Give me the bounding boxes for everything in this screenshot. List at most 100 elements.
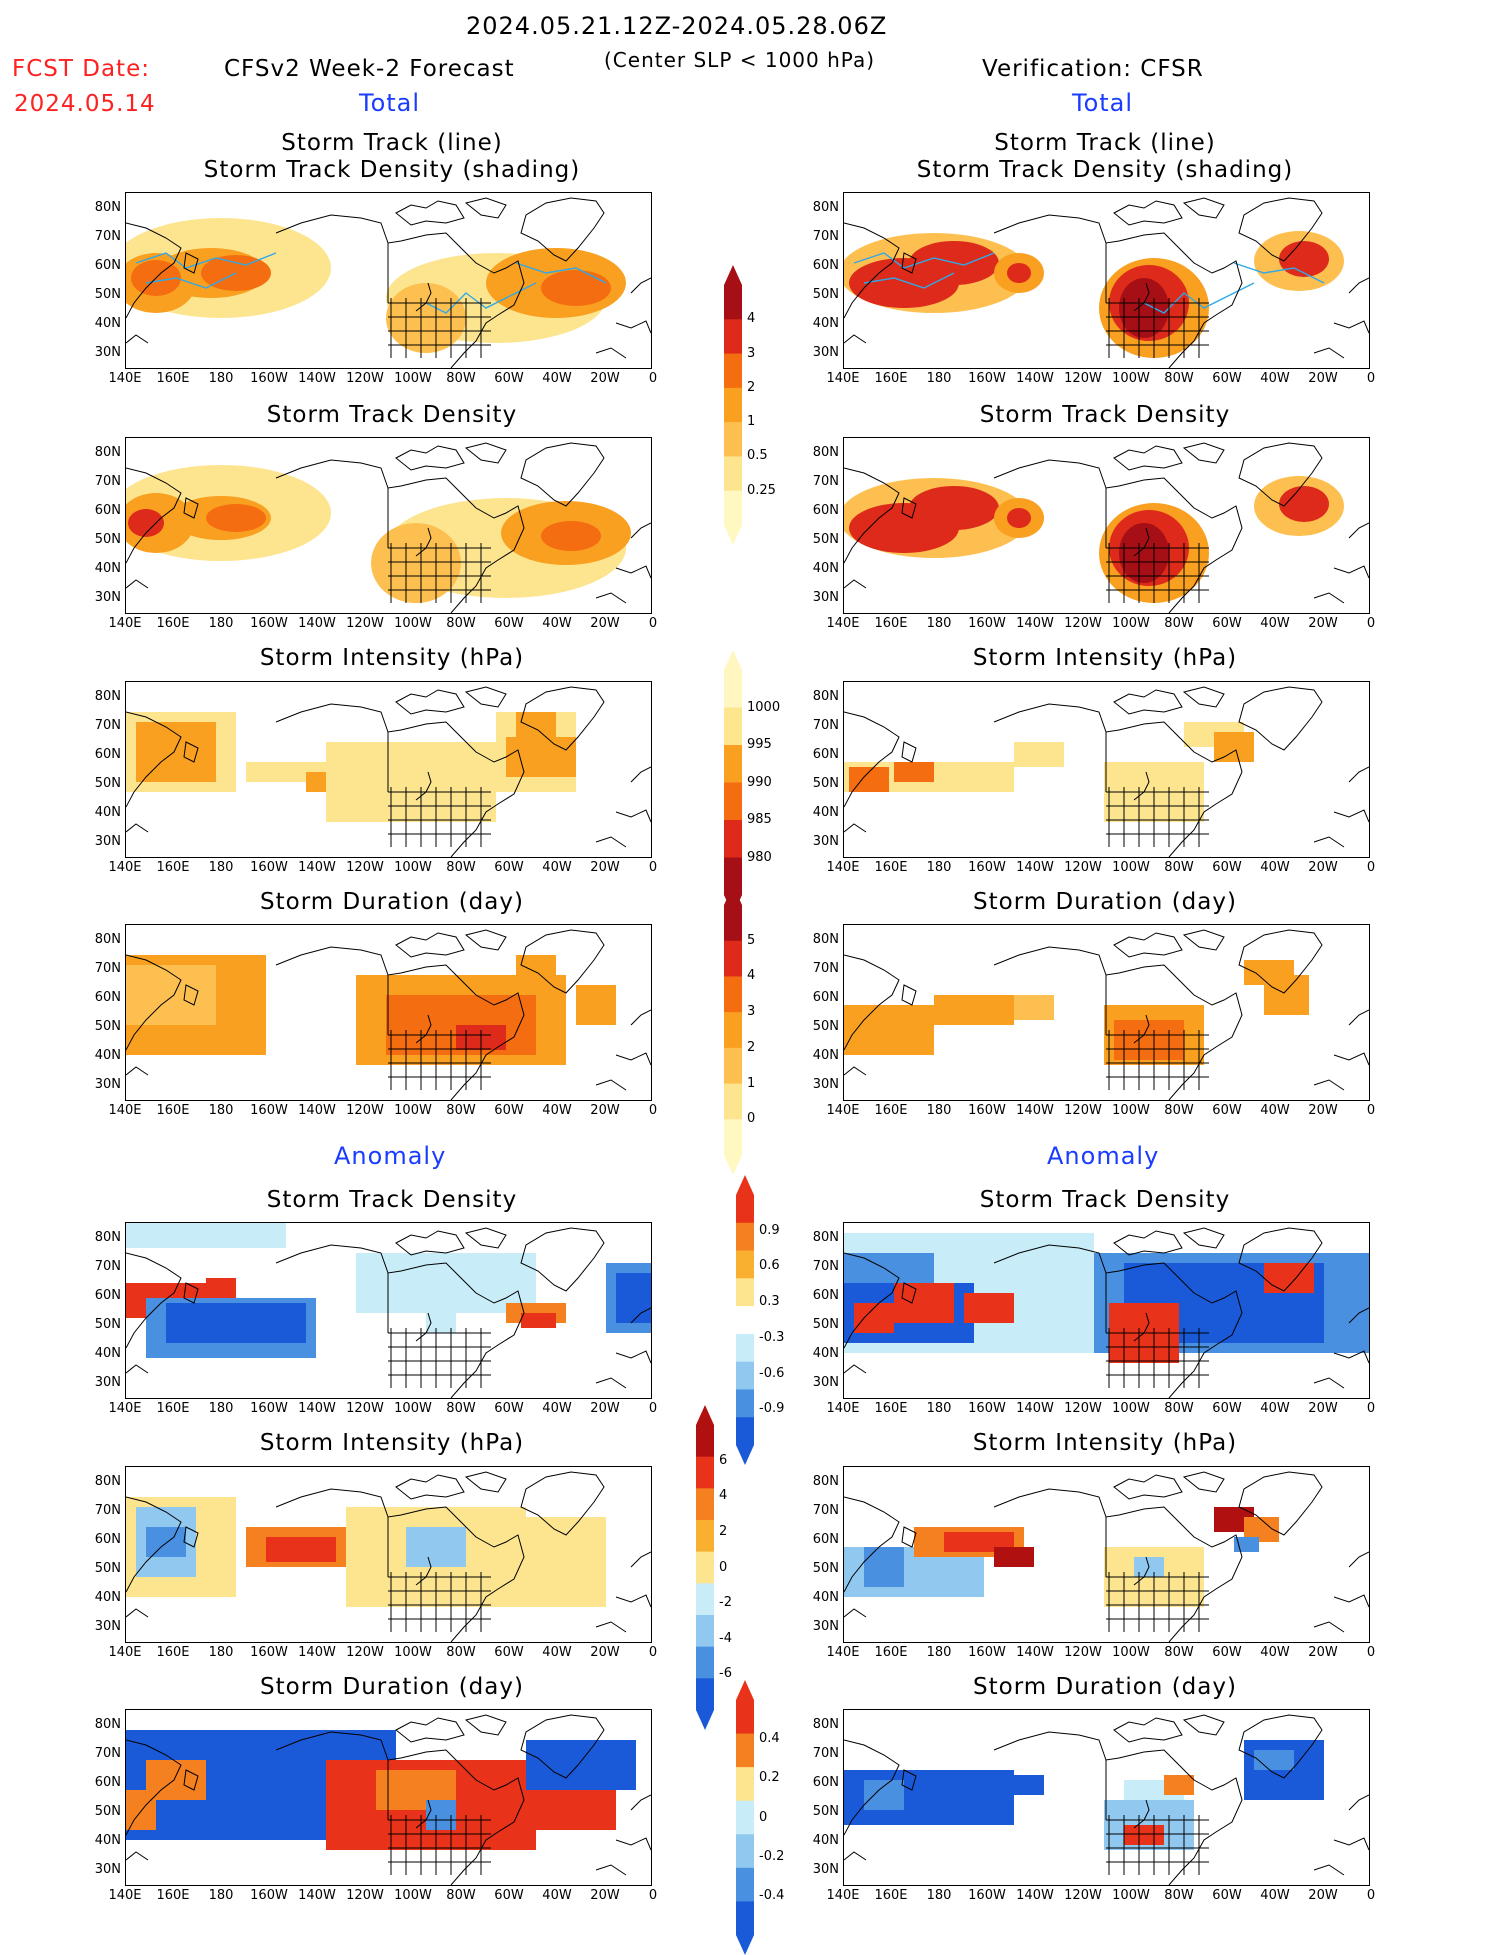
lon-tick-label: 100W xyxy=(1112,616,1150,631)
coastline xyxy=(126,1739,182,1836)
lon-tick-label: 20W xyxy=(1308,371,1338,386)
colorbar-label: 1 xyxy=(747,1075,756,1091)
coastline xyxy=(1182,1471,1225,1493)
storm-track-line xyxy=(1233,262,1325,284)
coastline xyxy=(183,252,199,274)
lon-tick-label: 100W xyxy=(1112,860,1150,875)
field-cell xyxy=(1214,732,1254,762)
map-canvas xyxy=(126,442,651,613)
lat-tick-label: 80N xyxy=(812,445,839,460)
lon-tick-label: 140W xyxy=(1016,616,1054,631)
lon-tick-label: 120W xyxy=(1064,1103,1102,1118)
storm-map-panel xyxy=(843,924,1370,1101)
lon-tick-label: 20W xyxy=(590,1103,620,1118)
lon-tick-label: 60W xyxy=(1212,371,1242,386)
coastline xyxy=(275,1488,525,1642)
lon-tick-label: 160W xyxy=(250,371,288,386)
lon-tick-label: 120W xyxy=(346,616,384,631)
lat-tick-label: 70N xyxy=(812,718,839,733)
coastline xyxy=(844,334,867,344)
total-label-left: Total xyxy=(359,89,421,117)
coastline xyxy=(595,836,627,848)
coastline xyxy=(1313,1621,1345,1633)
lon-tick-label: 140E xyxy=(108,371,142,386)
coastline xyxy=(183,741,199,763)
lat-tick-label: 70N xyxy=(94,474,121,489)
lat-tick-label: 70N xyxy=(812,1746,839,1761)
storm-map-panel xyxy=(125,1466,652,1643)
map-canvas xyxy=(126,197,651,368)
coastline xyxy=(901,1526,917,1548)
fcst-date-label: FCST Date: xyxy=(12,56,150,82)
map-canvas xyxy=(844,929,1369,1100)
field-cell xyxy=(1114,1020,1184,1060)
lat-tick-label: 30N xyxy=(94,1619,121,1634)
lon-tick-label: 140E xyxy=(826,1888,860,1903)
colorbar-swatch xyxy=(724,707,742,746)
storm-track-line xyxy=(425,282,537,314)
field-cell xyxy=(516,1517,606,1607)
coastline xyxy=(126,334,149,344)
lon-tick-label: 80W xyxy=(1164,616,1194,631)
coastline xyxy=(615,1350,651,1364)
lon-tick-label: 180 xyxy=(926,860,952,875)
lon-tick-label: 80W xyxy=(446,1888,476,1903)
lon-tick-label: 20W xyxy=(590,860,620,875)
coastline xyxy=(1182,442,1225,464)
lon-tick-label: 160W xyxy=(250,616,288,631)
coastline xyxy=(844,1252,900,1349)
lat-tick-label: 60N xyxy=(94,1532,121,1547)
coastline xyxy=(1182,1714,1225,1736)
field-cell xyxy=(406,1527,466,1567)
coastline xyxy=(844,1739,900,1836)
lat-tick-label: 30N xyxy=(812,1375,839,1390)
lon-tick-label: 0 xyxy=(1366,860,1376,875)
colorbar-arrow-top xyxy=(696,1405,714,1425)
lon-tick-label: 160E xyxy=(156,616,190,631)
lon-tick-label: 160E xyxy=(874,1888,908,1903)
colorbar-label: 990 xyxy=(747,774,772,790)
lon-tick-label: 40W xyxy=(542,1103,572,1118)
coastline xyxy=(126,1364,149,1374)
coastline xyxy=(630,1551,651,1568)
lon-tick-label: 60W xyxy=(1212,1645,1242,1660)
colorbar-arrow-bottom xyxy=(696,1710,714,1730)
coastline xyxy=(844,1608,867,1618)
colorbar xyxy=(724,265,742,545)
coastline xyxy=(595,347,627,359)
lon-tick-label: 140W xyxy=(1016,371,1054,386)
lat-tick-label: 40N xyxy=(94,1590,121,1605)
colorbar xyxy=(724,650,742,915)
coastline xyxy=(901,497,917,519)
lon-tick-label: 120W xyxy=(1064,1645,1102,1660)
lon-tick-label: 40W xyxy=(1260,860,1290,875)
lat-tick-label: 80N xyxy=(94,689,121,704)
panel-title-duration-anom-right: Storm Duration (day) xyxy=(973,1674,1237,1700)
coastline xyxy=(1333,809,1369,823)
field-cell xyxy=(426,762,486,812)
field-cell xyxy=(964,1293,1014,1323)
lat-tick-label: 30N xyxy=(812,1619,839,1634)
field-cell xyxy=(166,1303,306,1343)
coastline xyxy=(993,1244,1243,1398)
map-canvas xyxy=(126,686,651,857)
coastline xyxy=(126,711,182,808)
field-cell xyxy=(994,1775,1044,1795)
colorbar-label: 1 xyxy=(747,414,756,430)
lon-tick-label: 0 xyxy=(1366,1103,1376,1118)
coastline xyxy=(1238,929,1323,994)
lat-tick-label: 70N xyxy=(94,718,121,733)
lat-tick-label: 50N xyxy=(812,1804,839,1819)
lon-tick-label: 80W xyxy=(1164,1401,1194,1416)
lat-tick-label: 50N xyxy=(94,532,121,547)
lon-tick-label: 100W xyxy=(1112,1645,1150,1660)
coastline xyxy=(126,954,182,1051)
coastline xyxy=(993,214,1243,368)
lon-tick-label: 160W xyxy=(968,1645,1006,1660)
lon-tick-label: 80W xyxy=(1164,1888,1194,1903)
colorbar-label: 0 xyxy=(747,1111,756,1127)
field-blob xyxy=(206,504,266,532)
lon-tick-label: 20W xyxy=(590,616,620,631)
field-cell xyxy=(1014,995,1054,1020)
colorbar-arrow-top xyxy=(736,1175,754,1195)
